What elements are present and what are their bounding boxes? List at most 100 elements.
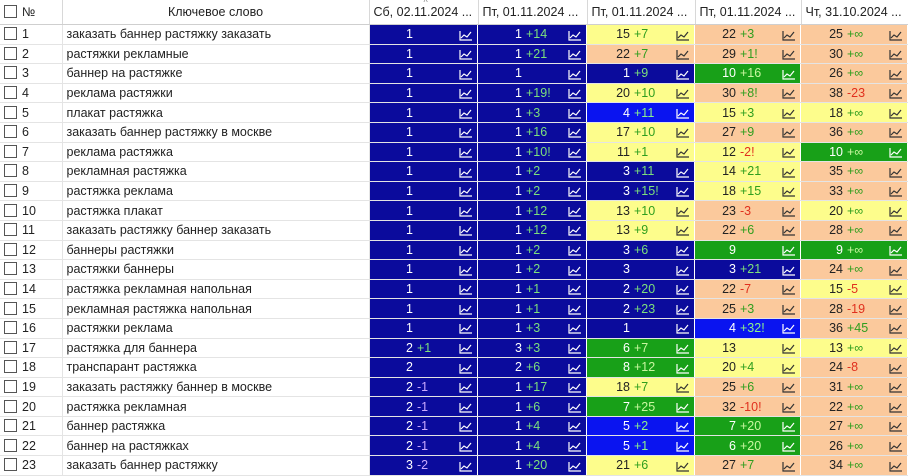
- chart-icon[interactable]: [564, 164, 586, 178]
- chart-icon[interactable]: [672, 302, 694, 316]
- chart-icon[interactable]: [885, 204, 907, 218]
- chart-icon[interactable]: [672, 223, 694, 237]
- table-row[interactable]: 3 баннер на растяжке 1 1 1 +9 10 +16 26 +∞: [0, 63, 908, 84]
- row-number-cell[interactable]: 4: [0, 83, 63, 104]
- chart-icon[interactable]: [885, 360, 907, 374]
- position-cell[interactable]: 32 -10!: [695, 396, 801, 417]
- position-cell[interactable]: 2 +23: [587, 298, 695, 319]
- position-cell[interactable]: 27 +9: [695, 122, 801, 143]
- chart-icon[interactable]: [885, 302, 907, 316]
- chart-icon[interactable]: [778, 125, 800, 139]
- row-checkbox[interactable]: [4, 399, 17, 413]
- table-row[interactable]: 14 растяжка рекламная напольная 1 1 +1 2 +20 22…: [0, 279, 908, 300]
- table-row[interactable]: 5 плакат растяжка 1 1 +3 4 +11 15 +3 18 +∞: [0, 102, 908, 123]
- chart-icon[interactable]: [778, 27, 800, 41]
- position-cell[interactable]: 25 +3: [695, 298, 801, 319]
- row-checkbox[interactable]: [4, 125, 17, 139]
- chart-icon[interactable]: [672, 125, 694, 139]
- chart-icon[interactable]: [778, 419, 800, 433]
- chart-icon[interactable]: [455, 164, 477, 178]
- row-checkbox[interactable]: [4, 46, 17, 60]
- position-cell[interactable]: 13: [695, 338, 801, 359]
- position-cell[interactable]: 9: [695, 240, 801, 261]
- chart-icon[interactable]: [672, 86, 694, 100]
- chart-icon[interactable]: [564, 66, 586, 80]
- chart-icon[interactable]: [564, 302, 586, 316]
- row-number-cell[interactable]: 23: [0, 455, 63, 476]
- row-checkbox[interactable]: [4, 203, 17, 217]
- chart-icon[interactable]: [778, 302, 800, 316]
- position-cell[interactable]: 6 +7: [587, 338, 695, 359]
- row-number-cell[interactable]: 3: [0, 63, 63, 84]
- chart-icon[interactable]: [672, 439, 694, 453]
- header-keyword[interactable]: Ключевое слово: [62, 0, 370, 25]
- position-cell[interactable]: 13 +∞: [801, 338, 908, 359]
- chart-icon[interactable]: [885, 86, 907, 100]
- position-cell[interactable]: 24 -8: [801, 357, 908, 378]
- chart-icon[interactable]: [885, 184, 907, 198]
- position-cell[interactable]: 8 +12: [587, 357, 695, 378]
- position-cell[interactable]: 1: [587, 318, 695, 339]
- chart-icon[interactable]: [778, 66, 800, 80]
- position-cell[interactable]: 28 +∞: [801, 220, 908, 241]
- position-cell[interactable]: 2 -1: [369, 435, 478, 457]
- chart-icon[interactable]: [455, 106, 477, 120]
- position-cell[interactable]: 3 +21: [695, 259, 801, 280]
- row-number-cell[interactable]: 1: [0, 24, 63, 45]
- chart-icon[interactable]: [455, 66, 477, 80]
- row-number-cell[interactable]: 21: [0, 416, 63, 437]
- row-number-cell[interactable]: 6: [0, 122, 63, 143]
- position-cell[interactable]: 2 +20: [587, 279, 695, 300]
- chart-icon[interactable]: [564, 400, 586, 414]
- chart-icon[interactable]: [885, 439, 907, 453]
- table-row[interactable]: 12 баннеры растяжки 1 1 +2 3 +6 9 9 +∞: [0, 240, 908, 261]
- chart-icon[interactable]: [564, 184, 586, 198]
- position-cell[interactable]: 1 +17: [478, 377, 587, 398]
- row-checkbox[interactable]: [4, 262, 17, 276]
- position-cell[interactable]: 20 +4: [695, 357, 801, 378]
- table-row[interactable]: 16 растяжки реклама 1 1 +3 1 4 +32! 36 +45: [0, 318, 908, 339]
- chart-icon[interactable]: [778, 282, 800, 296]
- position-cell[interactable]: 15 +7: [587, 24, 695, 45]
- chart-icon[interactable]: [564, 204, 586, 218]
- row-checkbox[interactable]: [4, 164, 17, 178]
- row-checkbox[interactable]: [4, 86, 17, 100]
- table-row[interactable]: 8 рекламная растяжка 1 1 +2 3 +11 14 +21 35 +∞: [0, 161, 908, 182]
- chart-icon[interactable]: [564, 282, 586, 296]
- chart-icon[interactable]: [564, 360, 586, 374]
- header-date-1[interactable]: ^ Сб, 02.11.2024 ...: [369, 0, 479, 25]
- position-cell[interactable]: 31 +∞: [801, 377, 908, 398]
- position-cell[interactable]: 1 +12: [478, 200, 587, 221]
- chart-icon[interactable]: [564, 47, 586, 61]
- row-checkbox[interactable]: [4, 66, 17, 80]
- header-date-4[interactable]: Пт, 01.11.2024 ...: [695, 0, 802, 25]
- position-cell[interactable]: 36 +45: [801, 318, 908, 339]
- chart-icon[interactable]: [778, 86, 800, 100]
- position-cell[interactable]: 1 +4: [478, 435, 587, 457]
- position-cell[interactable]: 1: [369, 220, 478, 241]
- row-number-cell[interactable]: 10: [0, 200, 63, 221]
- table-row[interactable]: 21 баннер растяжка 2 -1 1 +4 5 +2 7 +20 27 +∞: [0, 416, 908, 437]
- position-cell[interactable]: 7 +25: [587, 396, 695, 417]
- position-cell[interactable]: 6 +20: [695, 435, 801, 457]
- position-cell[interactable]: 1: [369, 122, 478, 143]
- position-cell[interactable]: 35 +∞: [801, 161, 908, 182]
- position-cell[interactable]: 14 +21: [695, 161, 801, 182]
- chart-icon[interactable]: [885, 145, 907, 159]
- row-checkbox[interactable]: [4, 301, 17, 315]
- chart-icon[interactable]: [778, 47, 800, 61]
- position-cell[interactable]: 5 +2: [587, 416, 695, 437]
- chart-icon[interactable]: [885, 380, 907, 394]
- table-row[interactable]: 11 заказать растяжку баннер заказать 1 1 +12…: [0, 220, 908, 241]
- chart-icon[interactable]: [778, 145, 800, 159]
- position-cell[interactable]: 1: [369, 24, 478, 45]
- chart-icon[interactable]: [564, 27, 586, 41]
- position-cell[interactable]: 20 +10: [587, 83, 695, 104]
- position-cell[interactable]: 3 +11: [587, 161, 695, 182]
- position-cell[interactable]: 22 -7: [695, 279, 801, 300]
- position-cell[interactable]: 2 -1: [369, 377, 478, 398]
- position-cell[interactable]: 38 -23: [801, 83, 908, 104]
- position-cell[interactable]: 1 +16: [478, 122, 587, 143]
- position-cell[interactable]: 26 +∞: [801, 63, 908, 84]
- position-cell[interactable]: 26 +∞: [801, 435, 908, 457]
